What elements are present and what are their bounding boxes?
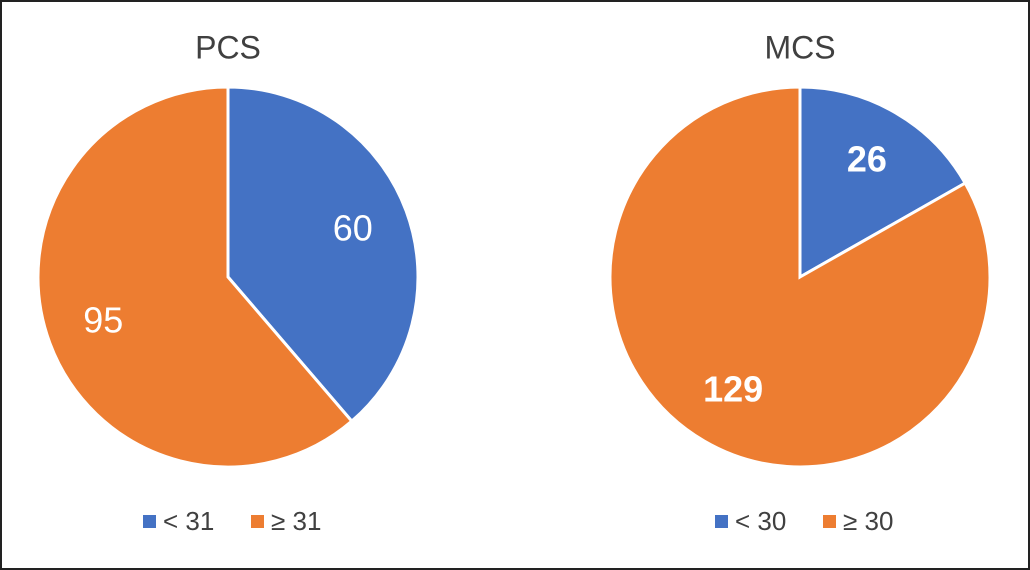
legend-label: ≥ 30 bbox=[843, 506, 893, 536]
pie-slice bbox=[226, 85, 420, 424]
legend-swatch bbox=[251, 515, 264, 528]
pie-slice bbox=[798, 85, 968, 280]
data-label: 129 bbox=[703, 368, 763, 409]
legend-swatch bbox=[143, 515, 156, 528]
legend-label: < 31 bbox=[163, 506, 214, 536]
pie-slice bbox=[608, 85, 992, 469]
data-label: 60 bbox=[333, 207, 373, 248]
pie-slice bbox=[36, 85, 354, 469]
chart-title: PCS bbox=[195, 29, 261, 65]
chart-title: MCS bbox=[764, 29, 835, 65]
legend-label: ≥ 31 bbox=[271, 506, 321, 536]
legend-swatch bbox=[715, 515, 728, 528]
data-label: 95 bbox=[83, 300, 123, 341]
legend-swatch bbox=[823, 515, 836, 528]
legend-label: < 30 bbox=[735, 506, 786, 536]
data-label: 26 bbox=[847, 139, 887, 180]
